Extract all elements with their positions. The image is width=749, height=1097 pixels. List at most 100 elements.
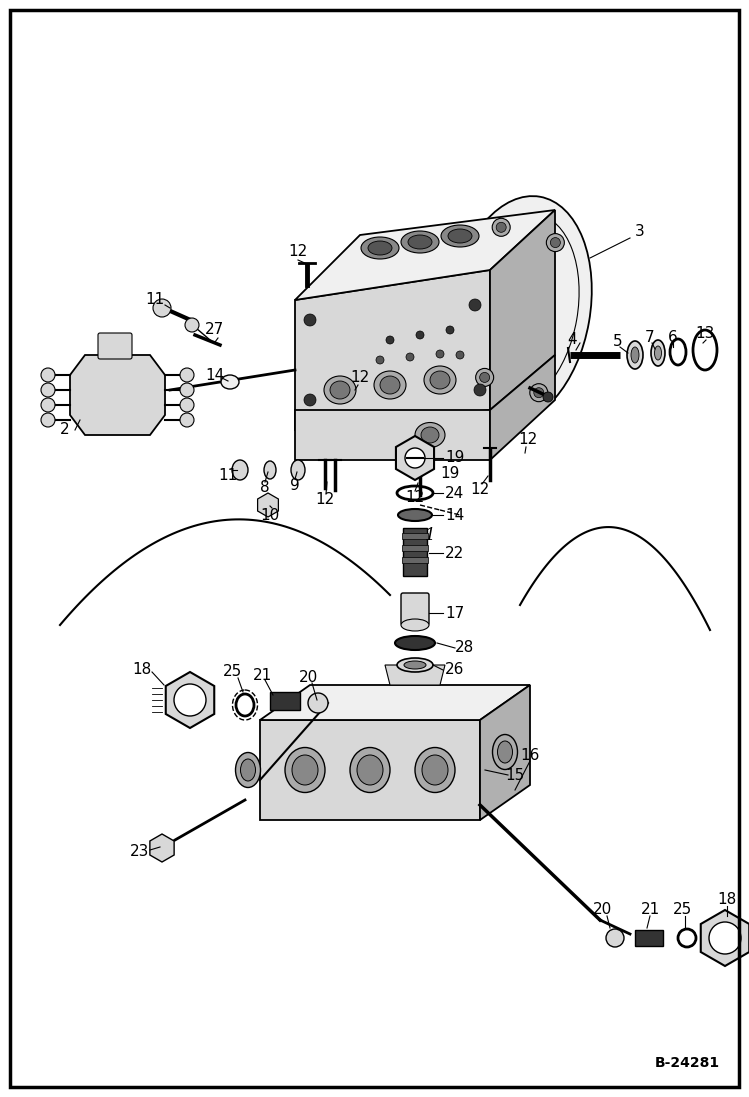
Circle shape — [41, 367, 55, 382]
Ellipse shape — [422, 755, 448, 785]
Text: 12: 12 — [405, 489, 425, 505]
Ellipse shape — [530, 384, 548, 402]
Text: 12: 12 — [518, 432, 538, 448]
Circle shape — [474, 384, 486, 396]
Bar — [402, 557, 428, 563]
Ellipse shape — [232, 460, 248, 480]
Circle shape — [180, 412, 194, 427]
Text: 12: 12 — [351, 371, 369, 385]
Circle shape — [153, 299, 171, 317]
Ellipse shape — [350, 747, 390, 792]
Circle shape — [180, 398, 194, 412]
Text: 18: 18 — [133, 663, 151, 678]
Ellipse shape — [397, 658, 433, 672]
Bar — [402, 533, 428, 539]
Ellipse shape — [497, 740, 512, 764]
Ellipse shape — [330, 381, 350, 399]
Circle shape — [174, 685, 206, 716]
Text: B-24281: B-24281 — [655, 1056, 720, 1070]
Ellipse shape — [476, 369, 494, 386]
Text: 12: 12 — [288, 245, 308, 260]
Text: 25: 25 — [673, 903, 693, 917]
Text: 16: 16 — [521, 747, 540, 762]
Ellipse shape — [424, 366, 456, 394]
Ellipse shape — [479, 372, 490, 383]
Text: 19: 19 — [440, 465, 460, 480]
Circle shape — [304, 314, 316, 326]
Ellipse shape — [285, 747, 325, 792]
Circle shape — [180, 383, 194, 397]
Text: 12: 12 — [470, 483, 490, 498]
Ellipse shape — [627, 341, 643, 369]
Ellipse shape — [240, 759, 255, 781]
Circle shape — [376, 357, 384, 364]
Text: 24: 24 — [446, 486, 464, 500]
Ellipse shape — [430, 371, 450, 389]
Text: 14: 14 — [446, 508, 464, 522]
Bar — [403, 528, 427, 576]
Circle shape — [406, 353, 414, 361]
Ellipse shape — [401, 231, 439, 253]
Circle shape — [185, 318, 199, 332]
Ellipse shape — [401, 619, 429, 631]
Circle shape — [709, 921, 741, 954]
Text: 8: 8 — [260, 480, 270, 496]
Text: 13: 13 — [695, 326, 715, 340]
Text: 18: 18 — [718, 893, 736, 907]
Text: 26: 26 — [446, 663, 464, 678]
Text: 10: 10 — [261, 508, 279, 522]
Ellipse shape — [291, 460, 305, 480]
Circle shape — [386, 336, 394, 344]
Ellipse shape — [361, 237, 399, 259]
Bar — [270, 692, 300, 710]
Circle shape — [41, 398, 55, 412]
Polygon shape — [295, 270, 490, 430]
Text: 11: 11 — [145, 293, 165, 307]
Text: 21: 21 — [252, 667, 272, 682]
Ellipse shape — [264, 461, 276, 479]
Text: 23: 23 — [130, 845, 150, 860]
Ellipse shape — [415, 747, 455, 792]
Text: 25: 25 — [222, 665, 242, 679]
Text: 14: 14 — [205, 367, 225, 383]
Ellipse shape — [357, 755, 383, 785]
Polygon shape — [70, 355, 165, 436]
Polygon shape — [295, 410, 490, 460]
Polygon shape — [490, 355, 555, 460]
Circle shape — [469, 299, 481, 312]
Polygon shape — [396, 436, 434, 480]
Text: 11: 11 — [219, 467, 237, 483]
Polygon shape — [260, 685, 530, 720]
Text: 4: 4 — [567, 332, 577, 348]
Ellipse shape — [404, 661, 426, 669]
Text: 2: 2 — [60, 422, 70, 438]
FancyBboxPatch shape — [401, 593, 429, 625]
Ellipse shape — [308, 693, 328, 713]
Text: 28: 28 — [455, 641, 475, 656]
Bar — [402, 545, 428, 551]
Ellipse shape — [235, 753, 261, 788]
Ellipse shape — [606, 929, 624, 947]
Polygon shape — [480, 685, 530, 819]
Polygon shape — [701, 911, 749, 966]
Text: 6: 6 — [668, 329, 678, 344]
Ellipse shape — [398, 509, 432, 521]
Ellipse shape — [655, 346, 661, 360]
Circle shape — [416, 331, 424, 339]
Ellipse shape — [441, 225, 479, 247]
Polygon shape — [166, 672, 214, 728]
Text: 21: 21 — [640, 903, 660, 917]
Circle shape — [543, 392, 553, 402]
Ellipse shape — [368, 241, 392, 255]
Text: 1: 1 — [425, 527, 435, 543]
Ellipse shape — [651, 340, 665, 366]
Ellipse shape — [496, 223, 506, 233]
Polygon shape — [385, 665, 445, 685]
Text: 9: 9 — [290, 477, 300, 493]
Polygon shape — [260, 720, 480, 819]
Text: 3: 3 — [635, 225, 645, 239]
Ellipse shape — [448, 229, 472, 244]
Text: 12: 12 — [315, 493, 335, 508]
Circle shape — [180, 367, 194, 382]
Bar — [635, 930, 663, 946]
